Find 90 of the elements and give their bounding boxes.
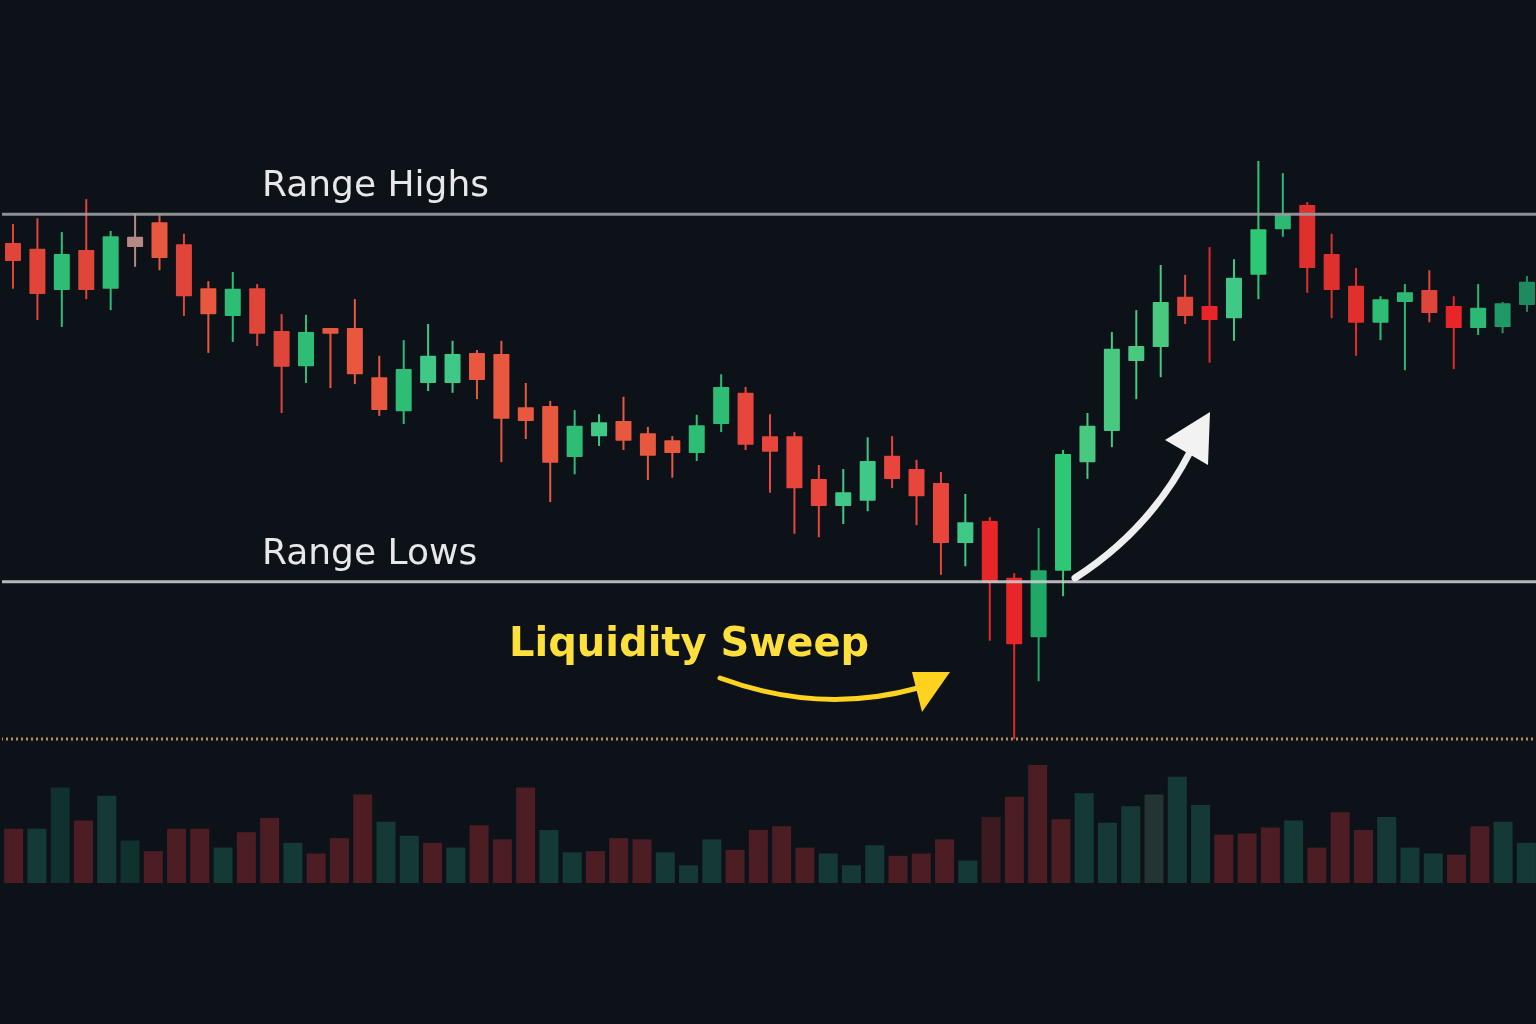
bar <box>167 828 187 883</box>
bar <box>1307 847 1327 883</box>
bar <box>469 825 489 883</box>
bar <box>516 787 536 883</box>
bar <box>1330 812 1350 883</box>
bar <box>329 838 349 883</box>
candlestick <box>1201 246 1218 364</box>
candlestick <box>1396 283 1413 372</box>
bar <box>1493 821 1513 883</box>
bar <box>492 839 512 883</box>
bar <box>50 787 70 883</box>
candlestick <box>957 492 974 568</box>
bar <box>958 860 978 883</box>
bar <box>1400 847 1420 883</box>
bar <box>1004 796 1024 883</box>
bar <box>190 828 210 883</box>
bar <box>446 847 466 883</box>
ref-line-label: Range Highs <box>262 163 490 205</box>
bar <box>1423 853 1443 883</box>
bar <box>399 835 419 883</box>
bar <box>1028 765 1048 883</box>
bar <box>1516 842 1536 883</box>
candlestick <box>1372 295 1389 342</box>
bar <box>655 852 675 883</box>
candlestick <box>1128 309 1145 401</box>
bar <box>1470 826 1490 883</box>
bar <box>1191 805 1211 883</box>
candlestick <box>4 223 21 290</box>
bar <box>1167 776 1187 883</box>
bar <box>1214 834 1234 883</box>
candlestick <box>639 425 656 482</box>
candlestick <box>615 395 632 451</box>
bar <box>725 849 745 883</box>
bar <box>1051 819 1071 883</box>
bar <box>911 853 931 883</box>
bar <box>1074 793 1094 883</box>
bar <box>1447 854 1467 883</box>
candlestick <box>591 413 608 447</box>
bar <box>888 855 908 883</box>
candlestick <box>1494 301 1511 335</box>
bar <box>236 832 256 883</box>
bar <box>841 865 861 883</box>
bar <box>4 828 24 883</box>
bar <box>260 818 280 883</box>
bar <box>353 794 373 883</box>
bar <box>1144 794 1164 883</box>
bar <box>120 840 140 883</box>
bar <box>1260 827 1280 883</box>
bar <box>283 842 303 883</box>
bar <box>1097 822 1117 883</box>
bar <box>539 829 559 883</box>
bar <box>748 829 768 883</box>
bar <box>609 838 629 883</box>
bar <box>795 847 815 883</box>
bar <box>73 820 93 883</box>
candlestick <box>517 381 534 441</box>
bar <box>1377 816 1397 883</box>
candlestick <box>1470 283 1487 336</box>
bar <box>1353 829 1373 883</box>
bar <box>702 839 722 883</box>
bar <box>97 795 117 883</box>
candlestick <box>884 435 901 490</box>
bar <box>213 847 233 883</box>
bar <box>679 865 699 883</box>
bar <box>306 853 326 883</box>
bar <box>562 852 582 883</box>
bar <box>935 839 955 883</box>
candlestick <box>835 468 852 525</box>
candlestick <box>1445 295 1462 371</box>
bar <box>423 842 443 883</box>
bar <box>585 851 605 883</box>
ref-line-label: Range Lows <box>262 530 478 572</box>
bar <box>632 839 652 883</box>
annotation: Liquidity Sweep <box>509 619 870 665</box>
bar <box>1121 806 1141 883</box>
candlestick <box>664 435 681 479</box>
bar <box>818 853 838 883</box>
bar <box>1237 833 1257 883</box>
candlestick <box>1177 273 1194 325</box>
bar <box>772 826 792 883</box>
candlestick <box>1421 269 1438 324</box>
candlestick <box>322 327 339 390</box>
bar <box>981 816 1001 883</box>
bar <box>27 828 47 883</box>
bar <box>1284 820 1304 883</box>
bar <box>376 821 396 883</box>
bar <box>865 845 885 883</box>
candlestick <box>1519 275 1536 313</box>
candlestick <box>762 413 778 494</box>
bar <box>143 851 163 883</box>
